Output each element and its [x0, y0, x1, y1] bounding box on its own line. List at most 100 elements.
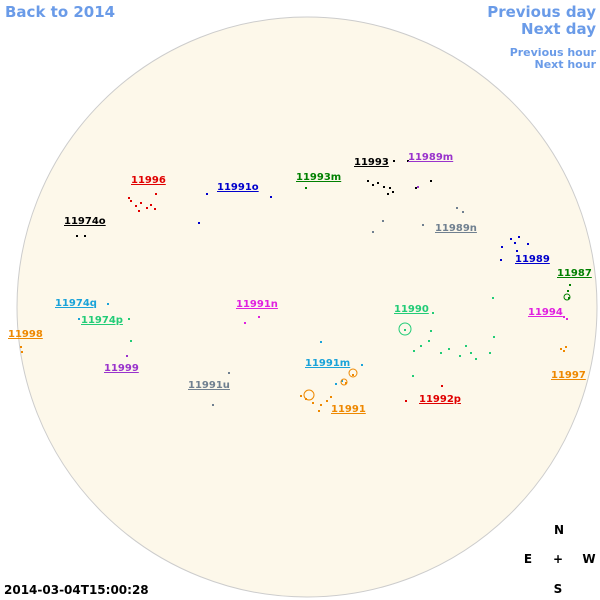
sunspot	[330, 396, 332, 398]
sunspot	[76, 235, 78, 237]
region-label: 11999	[104, 363, 139, 374]
sunspot	[516, 250, 518, 252]
sunspot	[569, 284, 571, 286]
sunspot	[135, 205, 137, 207]
region-label: 11989n	[435, 223, 477, 234]
sunspot	[568, 297, 570, 299]
sunspot	[78, 318, 80, 320]
region-label: 11974o	[64, 216, 106, 227]
sunspot	[270, 196, 272, 198]
sunspot	[501, 246, 503, 248]
sunspot	[510, 238, 512, 240]
compass-north: N	[554, 523, 564, 537]
sunspot	[140, 202, 142, 204]
sunspot	[462, 211, 464, 213]
sunspot	[335, 383, 337, 385]
sunspot	[128, 318, 130, 320]
sunspot	[567, 290, 569, 292]
compass-east: E	[524, 552, 532, 566]
region-label: 11974q	[55, 298, 97, 309]
compass-center: +	[553, 552, 563, 566]
sunspot	[422, 224, 424, 226]
region-label: 11989	[515, 254, 550, 265]
previous-day-link[interactable]: Previous day	[487, 3, 596, 21]
sunspot	[514, 242, 516, 244]
region-label: 11989m	[408, 152, 453, 163]
sunspot	[326, 400, 328, 402]
region-label: 11991	[331, 404, 366, 415]
previous-hour-link[interactable]: Previous hour	[510, 46, 597, 59]
sunspot	[475, 358, 477, 360]
back-link[interactable]: Back to 2014	[5, 3, 115, 21]
sunspot-ring	[563, 293, 571, 301]
sunspot	[412, 375, 414, 377]
sunspot	[387, 193, 389, 195]
sunspot	[206, 193, 208, 195]
sunspot-ring	[303, 389, 315, 401]
region-label: 11991m	[305, 358, 350, 369]
sunspot	[383, 186, 385, 188]
region-label: 11990	[394, 304, 429, 315]
sunspot-ring	[348, 368, 358, 378]
sunspot	[352, 374, 354, 376]
compass-south: S	[554, 582, 563, 596]
sunspot	[320, 404, 322, 406]
sunspot	[154, 208, 156, 210]
sunspot	[459, 355, 461, 357]
sunspot	[500, 259, 502, 261]
sunspot	[345, 382, 347, 384]
sunspot	[465, 345, 467, 347]
sunspot	[212, 404, 214, 406]
sunspot	[244, 322, 246, 324]
sunspot	[430, 180, 432, 182]
sunspot	[126, 355, 128, 357]
region-label: 11991u	[188, 380, 230, 391]
sunspot	[407, 160, 409, 162]
region-label: 11992p	[419, 394, 461, 405]
sunspot	[389, 187, 391, 189]
compass-west: W	[582, 552, 595, 566]
sunspot	[428, 340, 430, 342]
sunspot	[372, 184, 374, 186]
sunspot	[130, 340, 132, 342]
sunspot	[518, 236, 520, 238]
sunspot	[341, 380, 343, 382]
sunspot	[405, 400, 407, 402]
sunspot	[312, 402, 314, 404]
sunspot	[566, 318, 568, 320]
sunspot	[258, 316, 260, 318]
sunspot	[130, 200, 132, 202]
sunspot-ring	[398, 322, 412, 336]
sunspot	[456, 207, 458, 209]
sunspot	[300, 395, 302, 397]
sunspot	[21, 351, 23, 353]
next-day-link[interactable]: Next day	[521, 20, 596, 38]
sunspot	[413, 350, 415, 352]
region-label: 11974p	[81, 315, 123, 326]
sunspot	[527, 243, 529, 245]
sunspot	[420, 345, 422, 347]
sunspot	[492, 297, 494, 299]
sunspot	[146, 207, 148, 209]
sunspot	[372, 231, 374, 233]
region-label: 11993	[354, 157, 389, 168]
region-label: 11987	[557, 268, 592, 279]
sunspot	[415, 187, 417, 189]
sunspot	[393, 160, 395, 162]
sunspot	[560, 348, 562, 350]
sunspot	[305, 187, 307, 189]
region-label: 11996	[131, 175, 166, 186]
sunspot	[432, 312, 434, 314]
sunspot	[228, 372, 230, 374]
sunspot	[441, 385, 443, 387]
region-label: 11998	[8, 329, 43, 340]
sunspot	[150, 204, 152, 206]
sunspot	[320, 341, 322, 343]
sunspot	[563, 350, 565, 352]
solar-disk	[16, 16, 598, 598]
next-hour-link[interactable]: Next hour	[535, 58, 597, 71]
sunspot	[440, 352, 442, 354]
sunspot	[563, 316, 565, 318]
sunspot	[382, 220, 384, 222]
